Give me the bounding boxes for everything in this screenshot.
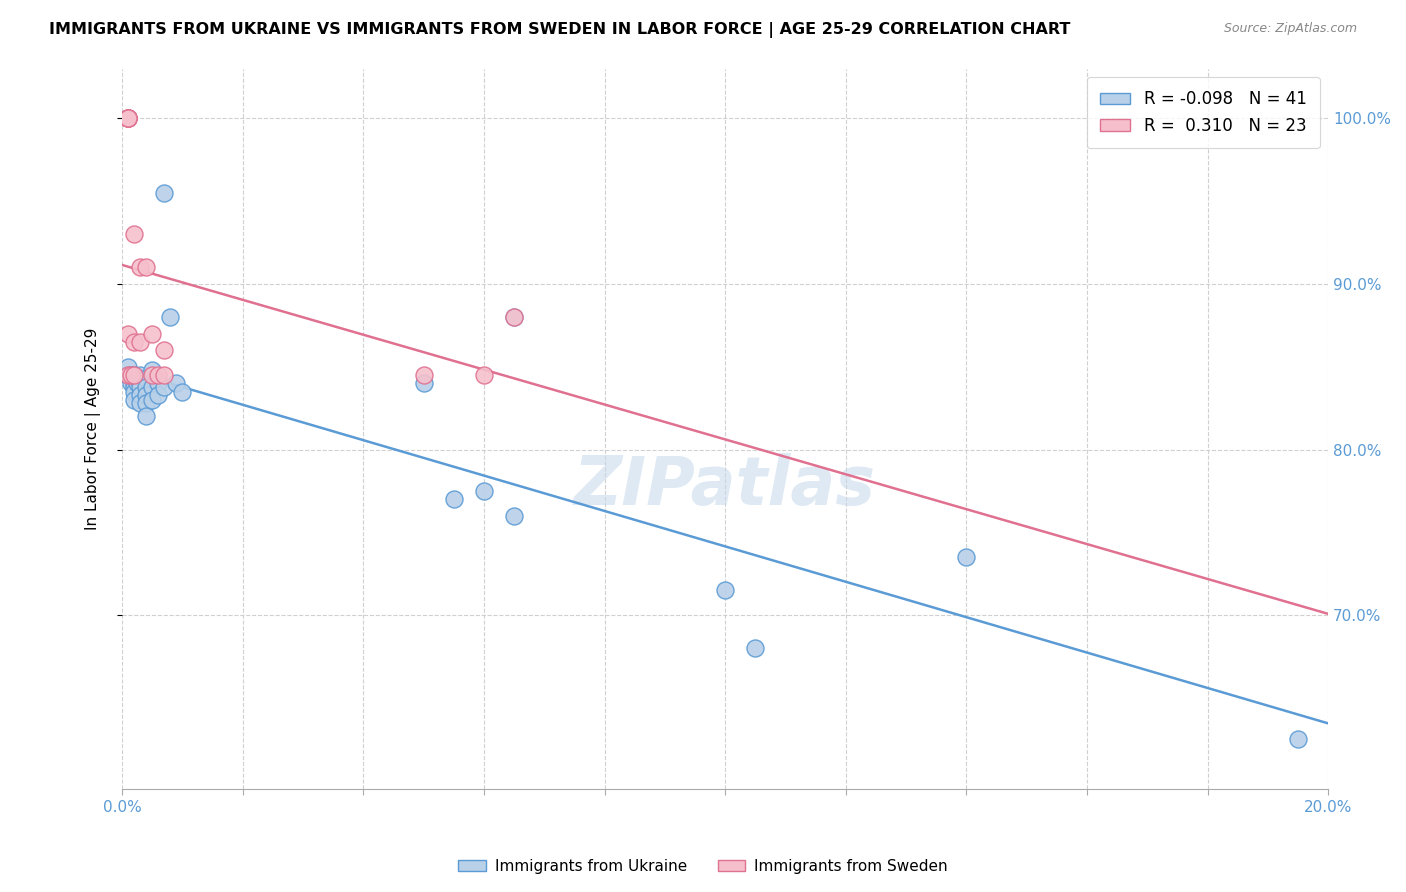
Point xyxy=(122,334,145,349)
Point xyxy=(129,396,152,410)
Point xyxy=(955,550,977,565)
Point xyxy=(148,388,170,402)
Point xyxy=(120,368,142,382)
Point xyxy=(141,392,163,407)
Point xyxy=(153,186,176,200)
Point xyxy=(744,641,766,656)
Y-axis label: In Labor Force | Age 25-29: In Labor Force | Age 25-29 xyxy=(86,327,101,530)
Point xyxy=(117,112,139,126)
Point xyxy=(129,388,152,402)
Point xyxy=(120,376,142,391)
Point xyxy=(129,260,152,275)
Point xyxy=(503,310,526,324)
Point xyxy=(135,409,157,424)
Point xyxy=(129,376,152,391)
Point xyxy=(135,371,157,385)
Point xyxy=(443,492,465,507)
Point xyxy=(148,368,170,382)
Point xyxy=(153,343,176,358)
Point xyxy=(472,483,495,498)
Point xyxy=(412,376,434,391)
Point xyxy=(122,379,145,393)
Point xyxy=(714,583,737,598)
Point xyxy=(148,376,170,391)
Point xyxy=(122,368,145,382)
Point xyxy=(117,368,139,382)
Point xyxy=(117,368,139,382)
Point xyxy=(129,368,152,382)
Point xyxy=(503,310,526,324)
Point xyxy=(141,379,163,393)
Point xyxy=(135,388,157,402)
Point xyxy=(1286,732,1309,747)
Point xyxy=(165,376,187,391)
Point xyxy=(141,363,163,377)
Point xyxy=(412,368,434,382)
Point xyxy=(122,376,145,391)
Point xyxy=(153,368,176,382)
Legend: Immigrants from Ukraine, Immigrants from Sweden: Immigrants from Ukraine, Immigrants from… xyxy=(451,853,955,880)
Point xyxy=(117,326,139,341)
Point xyxy=(122,227,145,242)
Point xyxy=(172,384,194,399)
Point xyxy=(122,392,145,407)
Point xyxy=(122,384,145,399)
Text: ZIPatlas: ZIPatlas xyxy=(574,453,876,519)
Point xyxy=(153,379,176,393)
Point xyxy=(159,310,181,324)
Point xyxy=(127,376,149,391)
Point xyxy=(135,260,157,275)
Point xyxy=(135,379,157,393)
Legend: R = -0.098   N = 41, R =  0.310   N = 23: R = -0.098 N = 41, R = 0.310 N = 23 xyxy=(1087,77,1320,148)
Point xyxy=(135,396,157,410)
Point xyxy=(141,368,163,382)
Point xyxy=(141,326,163,341)
Point xyxy=(503,508,526,523)
Point xyxy=(117,112,139,126)
Point xyxy=(117,368,139,382)
Point xyxy=(129,334,152,349)
Point xyxy=(117,112,139,126)
Point xyxy=(117,359,139,374)
Point xyxy=(120,368,142,382)
Point xyxy=(472,368,495,382)
Point xyxy=(117,112,139,126)
Text: IMMIGRANTS FROM UKRAINE VS IMMIGRANTS FROM SWEDEN IN LABOR FORCE | AGE 25-29 COR: IMMIGRANTS FROM UKRAINE VS IMMIGRANTS FR… xyxy=(49,22,1070,38)
Point xyxy=(117,112,139,126)
Point xyxy=(117,112,139,126)
Point xyxy=(122,368,145,382)
Text: Source: ZipAtlas.com: Source: ZipAtlas.com xyxy=(1223,22,1357,36)
Point xyxy=(117,368,139,382)
Point xyxy=(129,379,152,393)
